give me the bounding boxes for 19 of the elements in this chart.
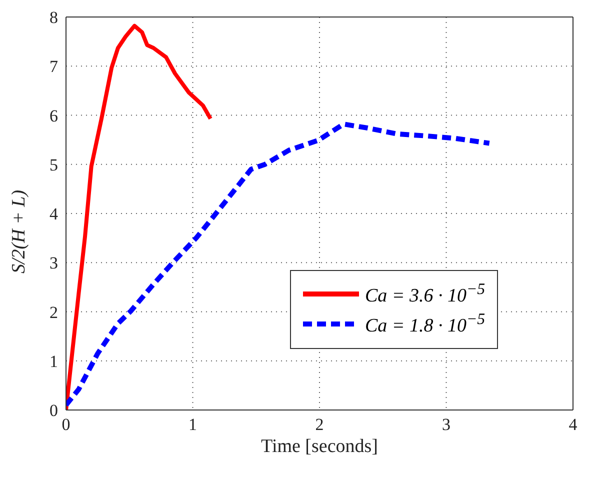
y-tick-label: 5 (50, 155, 58, 174)
x-tick-label: 4 (568, 415, 578, 434)
y-tick-label: 0 (50, 401, 58, 420)
y-tick-label: 2 (50, 302, 58, 322)
y-tick-label: 6 (50, 106, 58, 126)
y-tick-label: 8 (50, 8, 58, 28)
legend-label: Ca = 3.6 · 10$^{−5}$ (365, 281, 486, 308)
line-series (66, 24, 212, 410)
x-tick-label: 3 (442, 415, 450, 434)
x-tick-label: 1 (188, 415, 197, 434)
x-axis-title: Time [seconds] (261, 436, 378, 457)
legend-label: Ca = 1.8 · 10$^{−5}$ (365, 311, 486, 338)
y-tick-label: 7 (50, 57, 58, 76)
y-tick-label: 4 (50, 204, 58, 224)
x-tick-label: 2 (315, 415, 324, 434)
x-tick-label: 0 (62, 415, 70, 434)
y-axis-title: S/2(H + L) (8, 190, 30, 274)
y-tick-label: 1 (50, 352, 58, 371)
y-tick-label: 3 (50, 254, 58, 273)
